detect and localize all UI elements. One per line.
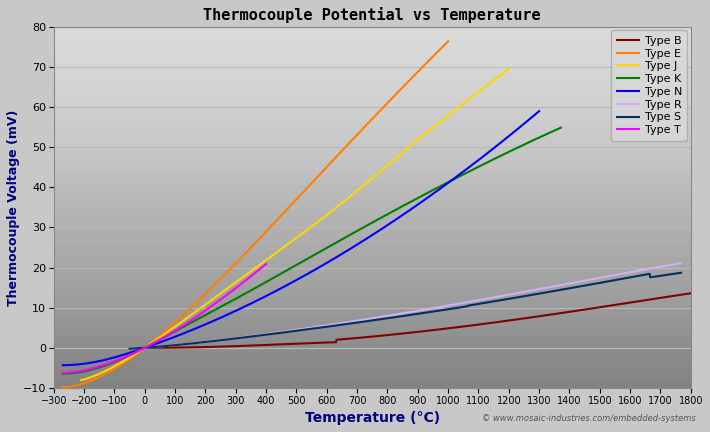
Type N [107,356,116,361]
Type E [323,164,332,169]
Type J [265,255,273,260]
Line: Type T: Type T [63,264,266,373]
Type J [250,267,258,272]
Type N [535,108,543,114]
Type N [251,299,260,304]
Type R [677,260,685,266]
Type S [126,346,134,351]
Type S [182,341,190,346]
Type S [504,296,513,302]
Type N [59,362,67,368]
Type E [214,278,223,283]
Type B [693,290,701,295]
Type R [504,292,513,297]
Type E [359,126,368,131]
Type B [147,345,155,350]
Type E [366,118,374,124]
Type B [572,308,580,314]
Type N [268,290,277,295]
Type K [278,270,287,276]
Type K [59,371,67,376]
Type S [349,321,357,326]
Type J [410,140,419,145]
Text: © www.mosaic-industries.com/embedded-systems: © www.mosaic-industries.com/embedded-sys… [482,414,696,423]
Type B [141,345,149,350]
Type E [59,384,67,390]
Line: Type N: Type N [63,111,539,365]
Line: Type J: Type J [81,69,509,380]
Line: Type R: Type R [130,263,681,349]
Type N [439,184,447,189]
Type R [565,281,574,286]
Type J [77,378,85,383]
Type R [126,346,134,351]
Type R [182,341,190,346]
Type T [221,294,229,299]
Type N [430,191,439,196]
Title: Thermocouple Potential vs Temperature: Thermocouple Potential vs Temperature [204,7,541,23]
Type S [555,287,564,292]
Type E [229,264,237,269]
Type S [565,286,574,291]
Type T [198,310,207,315]
Type K [557,125,565,130]
Type R [555,283,564,288]
Type T [141,345,149,350]
Type N [386,221,394,226]
Type J [505,66,513,71]
Type B [520,316,529,321]
Type K [109,360,118,365]
Line: Type B: Type B [145,292,697,348]
Y-axis label: Thermocouple Voltage (mV): Thermocouple Voltage (mV) [7,109,20,305]
Type J [418,133,427,139]
Type T [59,370,67,375]
Type B [364,334,373,340]
Type T [80,368,88,373]
Type E [444,39,452,44]
Type K [456,173,464,178]
Type J [121,358,129,363]
Type S [677,270,685,275]
Type R [349,319,357,324]
Type B [384,332,393,337]
Line: Type S: Type S [130,273,681,349]
Type E [98,373,106,378]
Line: Type K: Type K [63,127,561,374]
Type R [368,316,377,321]
Type J [371,174,379,179]
Type T [148,341,157,346]
Type T [217,296,226,302]
Type K [260,280,268,286]
Type K [400,202,409,207]
Type T [262,261,271,267]
Type B [197,345,206,350]
Type K [447,178,456,183]
Line: Type E: Type E [63,41,448,387]
X-axis label: Temperature (°C): Temperature (°C) [305,411,439,425]
Legend: Type B, Type E, Type J, Type K, Type N, Type R, Type S, Type T: Type B, Type E, Type J, Type K, Type N, … [611,30,687,141]
Type S [368,318,377,323]
Type B [581,307,590,312]
